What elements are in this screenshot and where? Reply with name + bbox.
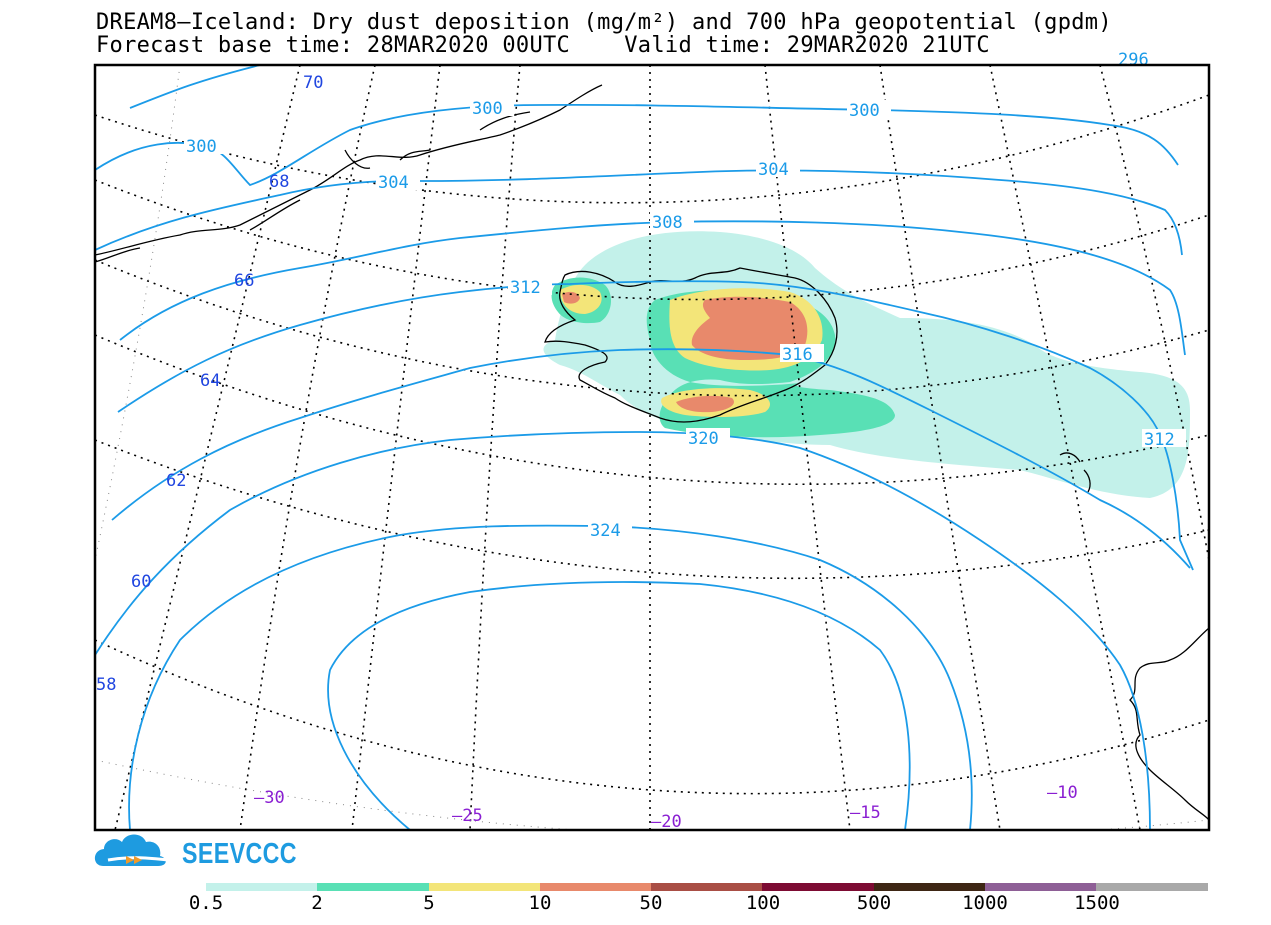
lat-label: 64	[200, 371, 220, 391]
lon-label: –25	[452, 806, 483, 826]
coastlines	[95, 84, 1209, 821]
legend-label: 0.5	[188, 892, 224, 914]
norway-coast	[1129, 627, 1209, 821]
contour-300	[95, 103, 1179, 187]
legend-label: 10	[528, 892, 552, 914]
greenland-coast	[95, 84, 603, 256]
dust-area-10	[691, 296, 808, 360]
contour-label: 312	[510, 278, 541, 298]
lat-label: 66	[234, 271, 254, 291]
legend-swatch	[1096, 883, 1208, 891]
legend-label: 50	[639, 892, 663, 914]
iceland-coast	[544, 267, 838, 423]
lon-label: –20	[651, 812, 682, 832]
contour-label: 316	[782, 345, 813, 365]
lon-label: –30	[254, 788, 285, 808]
contour-324	[128, 524, 973, 830]
legend-swatch	[206, 883, 318, 891]
dust-area-10-south	[676, 395, 734, 413]
dust-deposition-shading	[543, 231, 1190, 499]
contour-304	[95, 169, 1183, 256]
legend-swatch	[985, 883, 1097, 891]
legend-label: 100	[745, 892, 781, 914]
legend-label: 500	[856, 892, 892, 914]
seevccc-logo-icon	[94, 834, 169, 866]
legend-swatch	[428, 883, 540, 891]
lat-label: 60	[131, 572, 151, 592]
dust-area-10-west	[562, 291, 580, 304]
dust-area-0.5	[543, 231, 1190, 499]
lat-label: 58	[96, 675, 116, 695]
map-frame	[93, 63, 1211, 832]
lon-label: –15	[850, 803, 881, 823]
contour-label: 308	[652, 213, 683, 233]
contour-label: 304	[378, 173, 409, 193]
lon-label: –10	[1047, 783, 1078, 803]
chart-title: DREAM8–Iceland: Dry dust deposition (mg/…	[96, 10, 1112, 35]
contour-label: 324	[590, 521, 621, 541]
lat-label: 68	[269, 172, 289, 192]
contour-label: 296	[1118, 50, 1149, 70]
contour-300-west	[129, 65, 261, 109]
contour-328	[327, 581, 911, 830]
contour-label: 300	[472, 99, 503, 119]
contour-320	[95, 431, 1151, 830]
legend-swatch	[651, 883, 763, 891]
lat-label: 70	[303, 73, 323, 93]
contour-312	[117, 280, 1194, 571]
legend-swatch	[539, 883, 652, 891]
legend-label: 1500	[1074, 892, 1120, 914]
lat-label: 62	[166, 471, 186, 491]
latitude-labels: 70 68 66 64 62 60 58	[96, 73, 323, 695]
contour-316	[111, 348, 1191, 569]
legend-swatch	[873, 883, 986, 891]
time-subtitle: Forecast base time: 28MAR2020 00UTC Vali…	[96, 33, 990, 58]
legend-label: 5	[423, 892, 435, 914]
contour-label: 304	[758, 160, 789, 180]
contour-label: 320	[688, 429, 719, 449]
legend-swatch	[762, 883, 874, 891]
legend-label: 1000	[962, 892, 1008, 914]
faroe-islands	[1059, 452, 1091, 493]
contour-label: 312	[1144, 430, 1175, 450]
color-legend	[206, 883, 1208, 891]
longitude-labels: –30 –25 –20 –15 –10	[254, 783, 1078, 832]
contour-label: 300	[186, 137, 217, 157]
seevccc-logo-text: SEEVCCC	[182, 838, 297, 870]
legend-swatch	[317, 883, 429, 891]
contour-label: 300	[849, 101, 880, 121]
legend-label: 2	[311, 892, 323, 914]
